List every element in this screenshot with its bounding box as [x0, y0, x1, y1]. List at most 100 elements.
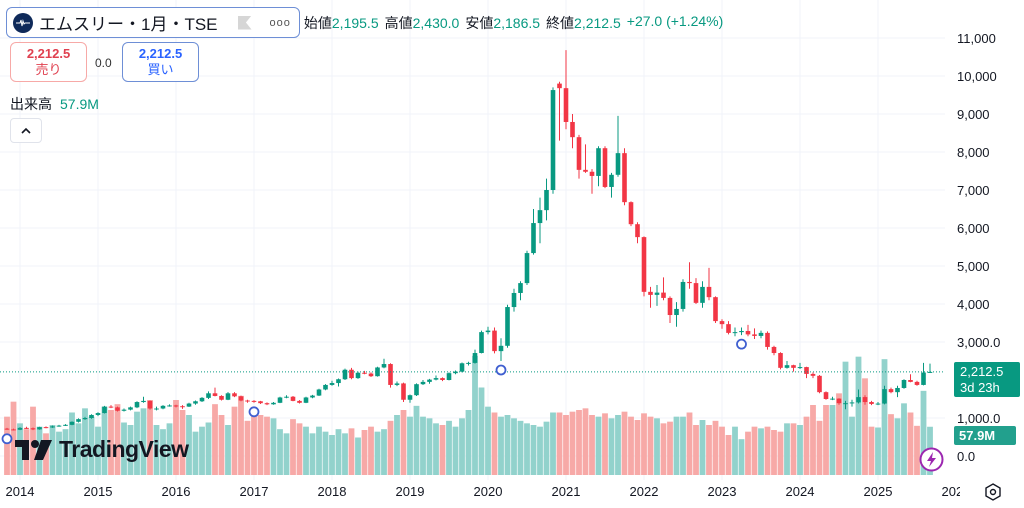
volume-bar — [368, 426, 374, 475]
buy-price: 2,212.5 — [138, 46, 183, 61]
collapse-legend-button[interactable] — [10, 118, 42, 143]
candle-body — [914, 381, 920, 385]
buy-label: 買い — [147, 62, 174, 77]
candle-body — [810, 373, 816, 376]
volume-bar — [420, 416, 426, 475]
sell-price: 2,212.5 — [26, 46, 71, 61]
candle-body — [433, 378, 439, 380]
candle-body — [511, 292, 517, 308]
volume-bar — [95, 426, 101, 475]
volume-bar — [686, 412, 693, 475]
candle-body — [797, 367, 803, 369]
sell-button[interactable]: 2,212.5 売り — [10, 42, 87, 82]
volume-bar — [556, 412, 563, 475]
volume-bar — [628, 416, 634, 475]
buy-button[interactable]: 2,212.5 買い — [122, 42, 199, 82]
candle-body — [336, 379, 341, 384]
volume-bar — [459, 418, 465, 475]
volume-bar — [771, 430, 777, 475]
candle-body — [849, 402, 855, 404]
volume-bar — [907, 412, 914, 475]
candle-body — [69, 421, 75, 425]
volume-bar — [576, 410, 582, 475]
candle-body — [732, 332, 738, 334]
candle-body — [43, 427, 49, 429]
x-tick-label: 2024 — [786, 484, 815, 499]
candle-body — [713, 297, 718, 322]
candle-body — [765, 332, 770, 347]
volume-legend-value: 57.9M — [60, 96, 99, 112]
volume-bar — [160, 429, 166, 475]
candle-body — [180, 406, 185, 408]
candle-body — [381, 364, 387, 368]
y-tick-label: 5,000 — [957, 259, 990, 274]
candle-body — [485, 330, 491, 333]
volume-bar — [407, 416, 413, 475]
candle-body — [193, 401, 198, 404]
volume-bar — [790, 423, 797, 475]
flag-icon[interactable] — [237, 15, 252, 30]
volume-bar — [550, 412, 556, 475]
chart-settings-icon[interactable] — [983, 482, 1003, 502]
volume-bar — [361, 430, 368, 475]
volume-bar — [667, 421, 673, 475]
volume-bar — [829, 405, 836, 475]
volume-bar — [777, 431, 784, 475]
lightning-icon[interactable] — [919, 447, 944, 472]
candle-body — [4, 428, 10, 430]
candle-body — [596, 148, 601, 176]
volume-bar — [569, 411, 576, 475]
candle-body — [173, 405, 179, 407]
volume-bar — [823, 405, 829, 475]
candle-body — [82, 418, 88, 420]
candle-body — [758, 332, 764, 336]
more-options-icon[interactable]: ooo — [269, 16, 291, 29]
volume-bar — [621, 411, 628, 475]
candle-body — [817, 375, 822, 393]
volume-bar — [888, 414, 894, 475]
tradingview-watermark: TradingView — [15, 436, 189, 463]
volume-bar — [153, 425, 160, 475]
y-tick-label: 7,000 — [957, 183, 990, 198]
candle-body — [706, 286, 712, 298]
candle-body — [167, 405, 172, 407]
symbol-title: エムスリー・1月・TSE — [39, 15, 218, 34]
volume-bar — [693, 425, 699, 475]
symbol-selector[interactable]: エムスリー・1月・TSE ooo — [6, 7, 300, 38]
candle-body — [199, 397, 205, 402]
volume-bar — [199, 426, 205, 475]
volume-bar — [491, 412, 498, 475]
candle-body — [648, 291, 653, 295]
volume-bar — [218, 415, 225, 475]
candle-body — [537, 210, 543, 224]
volume-bar — [426, 418, 433, 475]
volume-bar — [485, 406, 491, 475]
candle-body — [667, 297, 673, 316]
volume-bar — [394, 415, 400, 475]
sell-label: 売り — [35, 62, 62, 77]
candle-body — [258, 401, 263, 404]
candle-body — [401, 383, 406, 400]
candle-body — [921, 372, 926, 385]
volume-bar — [725, 435, 732, 475]
low-value: 2,186.5 — [493, 14, 541, 31]
volume-bar — [257, 415, 264, 475]
y-tick-label: 11,000 — [957, 31, 996, 46]
volume-bar — [712, 420, 719, 475]
volume-bar — [745, 431, 751, 475]
candle-body — [492, 330, 497, 352]
candle-body — [615, 153, 621, 175]
volume-bar — [140, 408, 147, 475]
y-tick-label: 1,000.0 — [957, 411, 1000, 426]
volume-bar — [511, 418, 517, 475]
candle-body — [843, 403, 848, 405]
candle-body — [271, 402, 276, 405]
candle-body — [531, 223, 536, 254]
volume-bar — [114, 404, 121, 475]
candle-body — [856, 397, 861, 403]
volume-bar — [134, 411, 140, 475]
volume-bar — [303, 426, 309, 475]
candle-body — [50, 426, 55, 428]
volume-bar — [842, 361, 849, 475]
